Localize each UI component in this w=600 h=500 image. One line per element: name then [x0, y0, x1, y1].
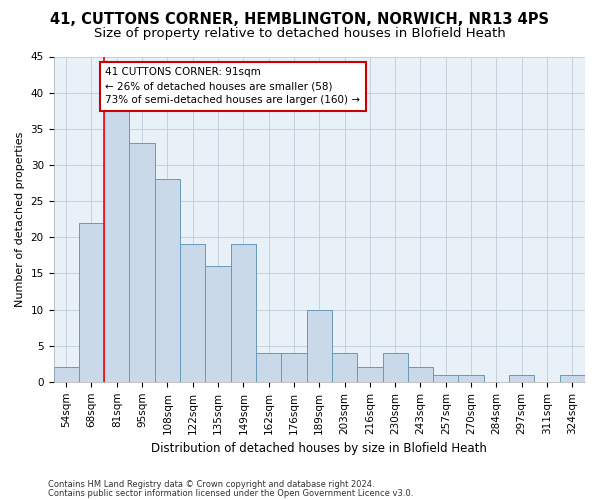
Bar	[104, 107, 130, 382]
Bar	[256, 353, 281, 382]
Bar	[408, 368, 433, 382]
Bar	[281, 353, 307, 382]
Bar	[130, 144, 155, 382]
Bar	[332, 353, 357, 382]
Bar	[79, 223, 104, 382]
Bar	[155, 180, 180, 382]
Bar	[383, 353, 408, 382]
Text: 41, CUTTONS CORNER, HEMBLINGTON, NORWICH, NR13 4PS: 41, CUTTONS CORNER, HEMBLINGTON, NORWICH…	[50, 12, 550, 28]
Bar	[433, 374, 458, 382]
Y-axis label: Number of detached properties: Number of detached properties	[15, 132, 25, 307]
Text: Contains public sector information licensed under the Open Government Licence v3: Contains public sector information licen…	[48, 489, 413, 498]
Text: Contains HM Land Registry data © Crown copyright and database right 2024.: Contains HM Land Registry data © Crown c…	[48, 480, 374, 489]
Text: 41 CUTTONS CORNER: 91sqm
← 26% of detached houses are smaller (58)
73% of semi-d: 41 CUTTONS CORNER: 91sqm ← 26% of detach…	[106, 68, 361, 106]
Bar	[230, 244, 256, 382]
Bar	[307, 310, 332, 382]
X-axis label: Distribution of detached houses by size in Blofield Heath: Distribution of detached houses by size …	[151, 442, 487, 455]
Bar	[509, 374, 535, 382]
Bar	[458, 374, 484, 382]
Bar	[205, 266, 230, 382]
Bar	[180, 244, 205, 382]
Bar	[560, 374, 585, 382]
Bar	[357, 368, 383, 382]
Bar	[53, 368, 79, 382]
Text: Size of property relative to detached houses in Blofield Heath: Size of property relative to detached ho…	[94, 28, 506, 40]
